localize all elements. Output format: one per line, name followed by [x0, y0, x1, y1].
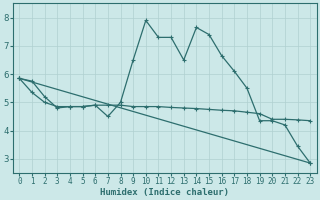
X-axis label: Humidex (Indice chaleur): Humidex (Indice chaleur) — [100, 188, 229, 197]
